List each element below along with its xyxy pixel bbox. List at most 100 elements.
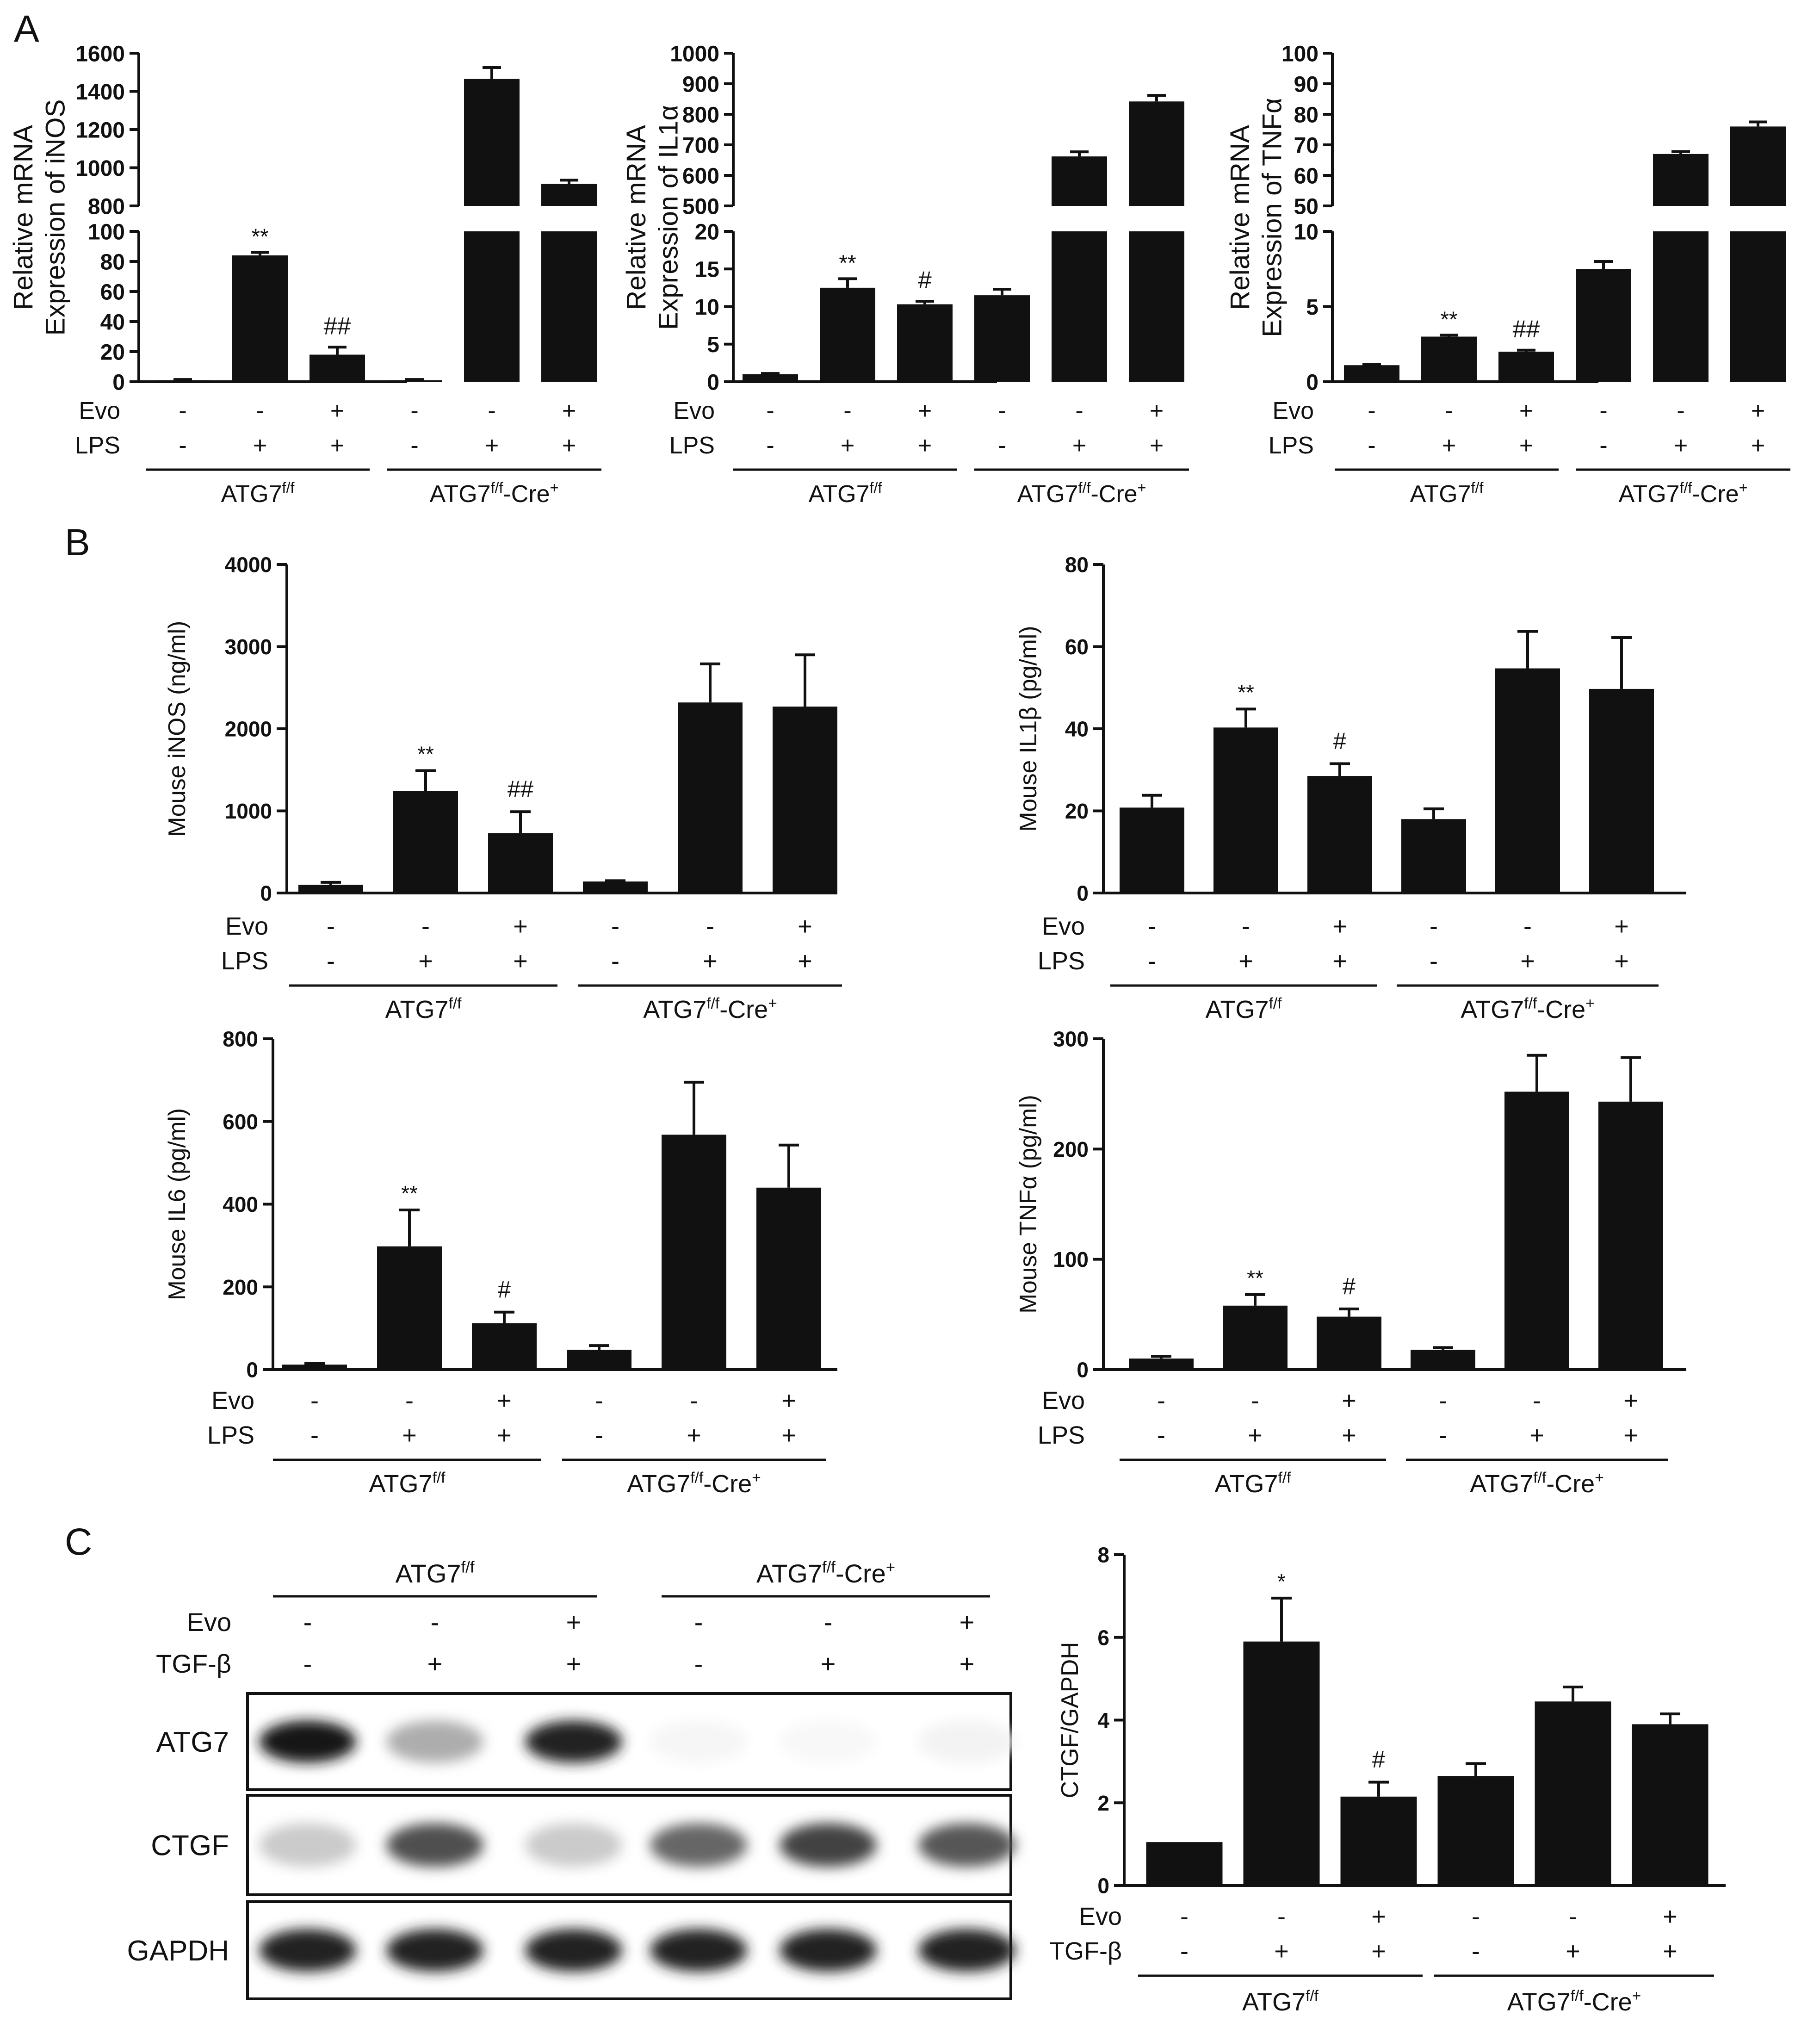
blot-band bbox=[780, 1720, 877, 1763]
panel-b-chart-2-bar bbox=[1495, 668, 1560, 893]
panel-b-chart-3-bar bbox=[472, 1323, 537, 1370]
panel-b-chart-4-bar bbox=[1317, 1316, 1381, 1370]
panel-a-chart-1-y-tick-label: 1000 bbox=[75, 156, 125, 181]
blot-evo-sign: - bbox=[694, 1607, 703, 1637]
blot-evo-label: Evo bbox=[187, 1607, 232, 1637]
panel-b-chart-3-evo-sign: - bbox=[595, 1387, 603, 1414]
panel-b-chart-1-stim-sign: - bbox=[327, 947, 335, 975]
panel-a-chart-3-bar bbox=[1730, 126, 1786, 206]
panel-a-chart-1-bar-lower bbox=[541, 231, 597, 382]
panel-a-chart-2-stim-sign: - bbox=[998, 432, 1006, 459]
panel-b-chart-1-stim-sign: + bbox=[513, 947, 528, 975]
panel-a-chart-2-y-axis-label: Relative mRNA bbox=[621, 125, 651, 310]
panel-b-chart-4-bar bbox=[1223, 1305, 1288, 1370]
panel-a-chart-2-significance-marker: # bbox=[918, 267, 932, 294]
panel-a-chart-3-y-tick-label: 70 bbox=[1294, 133, 1319, 158]
panel-a-chart-2-stim-label: LPS bbox=[669, 432, 715, 459]
panel-b-chart-2-evo-sign: + bbox=[1332, 912, 1347, 940]
panel-b-chart-3-bar bbox=[567, 1350, 631, 1370]
panel-b-chart-1-stim-label: LPS bbox=[221, 947, 268, 975]
panel-b-chart-3-evo-sign: - bbox=[310, 1387, 319, 1414]
panel-a-chart-1-y-axis-label: Expression of iNOS bbox=[41, 99, 71, 336]
panel-a-chart-1-y-tick-label: 100 bbox=[88, 220, 125, 244]
blot-row-label: ATG7 bbox=[156, 1726, 229, 1758]
panel-a-chart-3-bar bbox=[1344, 365, 1399, 382]
blot-row-label: GAPDH bbox=[127, 1935, 229, 1967]
panel-c-chart-y-tick-label: 2 bbox=[1097, 1791, 1109, 1815]
panel-b-chart-4-group-label-1: ATG7f/f-Cre+ bbox=[1470, 1469, 1603, 1498]
panel-a-chart-3-evo-sign: - bbox=[1677, 397, 1684, 424]
blot-band bbox=[918, 1929, 1015, 1972]
panel-c-chart-evo-sign: - bbox=[1180, 1903, 1189, 1930]
panel-a-chart-2-evo-sign: - bbox=[1075, 397, 1083, 424]
panel-b-chart-1-significance-marker: ## bbox=[508, 775, 533, 802]
panel-a-chart-3-significance-marker: ** bbox=[1440, 307, 1457, 332]
panel-a-chart-2-y-tick-label: 900 bbox=[682, 72, 719, 97]
panel-c-chart-evo-sign: + bbox=[1663, 1903, 1678, 1930]
panel-b-chart-2-evo-label: Evo bbox=[1042, 912, 1085, 940]
panel-b-chart-4-evo-sign: - bbox=[1157, 1387, 1165, 1414]
panel-a-chart-1-y-tick-label: 20 bbox=[100, 340, 125, 365]
panel-b-chart-3-y-tick-label: 200 bbox=[223, 1275, 258, 1299]
panel-c-chart-stim-label: TGF-β bbox=[1049, 1937, 1122, 1965]
panel-b-chart-2-stim-sign: + bbox=[1332, 947, 1347, 975]
panel-a-chart-2-evo-sign: + bbox=[918, 397, 932, 424]
panel-b-chart-1-stim-sign: + bbox=[798, 947, 812, 975]
panel-a-chart-1-bar bbox=[464, 79, 520, 206]
panel-b-chart-2-y-tick-label: 20 bbox=[1065, 799, 1089, 823]
panel-a-chart-1-stim-sign: + bbox=[253, 432, 267, 459]
panel-c-chart-y-tick-label: 0 bbox=[1097, 1874, 1109, 1898]
panel-c-chart-y-tick-label: 8 bbox=[1097, 1543, 1109, 1567]
blot-stim-sign: + bbox=[821, 1649, 836, 1678]
panel-b-chart-1-significance-marker: ** bbox=[417, 742, 434, 766]
blot-evo-sign: + bbox=[960, 1607, 975, 1637]
panel-a-chart-3-bar bbox=[1421, 336, 1477, 382]
panel-a-chart-2-stim-sign: + bbox=[918, 432, 932, 459]
panel-a-chart-2-y-tick-label: 0 bbox=[707, 370, 719, 395]
panel-b-chart-3-bar bbox=[282, 1365, 347, 1370]
panel-b-chart-3-y-tick-label: 400 bbox=[223, 1192, 258, 1216]
panel-a-chart-2-y-tick-label: 500 bbox=[682, 194, 719, 219]
panel-a-chart-2-significance-marker: ** bbox=[839, 251, 856, 275]
panel-a-chart-2-bar bbox=[820, 287, 875, 382]
panel-a-chart-2-y-tick-label: 700 bbox=[682, 133, 719, 158]
panel-a-chart-3-stim-sign: + bbox=[1751, 432, 1765, 459]
panel-a-chart-1-evo-sign: - bbox=[410, 397, 418, 424]
panel-b-chart-3-bar bbox=[756, 1187, 821, 1370]
panel-b-chart-1-y-tick-label: 1000 bbox=[225, 799, 272, 823]
panel-b-chart-1-evo-sign: + bbox=[798, 912, 812, 940]
panel-a-chart-2-evo-label: Evo bbox=[673, 397, 715, 424]
panel-a-chart-1-group-label-1: ATG7f/f-Cre+ bbox=[430, 479, 559, 508]
panel-b-chart-4-significance-marker: ** bbox=[1247, 1266, 1263, 1290]
panel-a-chart-2-y-axis-label: Expression of IL1α bbox=[654, 105, 684, 330]
panel-a-chart-1-evo-sign: + bbox=[330, 397, 344, 424]
blot-band bbox=[259, 1929, 356, 1972]
panel-b-chart-1-group-label-1: ATG7f/f-Cre+ bbox=[643, 995, 777, 1023]
panel-b-chart-1-stim-sign: + bbox=[418, 947, 433, 975]
panel-c-chart-stim-sign: - bbox=[1472, 1937, 1480, 1965]
panel-a-chart-1-bar bbox=[387, 380, 442, 382]
panel-a-chart-3-y-tick-label: 60 bbox=[1294, 164, 1319, 188]
panel-b-chart-4-stim-sign: + bbox=[1623, 1421, 1638, 1449]
blot-strip-gapdh bbox=[246, 1900, 1012, 2000]
panel-a-chart-3-bar bbox=[1653, 154, 1709, 206]
panel-b-chart-4-stim-sign: + bbox=[1342, 1421, 1356, 1449]
panel-b-chart-4-bar bbox=[1129, 1358, 1194, 1370]
panel-a-chart-2-evo-sign: - bbox=[766, 397, 774, 424]
blot-band bbox=[780, 1929, 877, 1972]
blot-stim-sign: - bbox=[694, 1649, 703, 1678]
panel-b-chart-2-evo-sign: - bbox=[1523, 912, 1532, 940]
panel-a-chart-2-y-tick-label: 5 bbox=[707, 333, 719, 357]
panel-a-chart-1-y-axis-label: Relative mRNA bbox=[8, 125, 38, 310]
panel-a-chart-3-stim-sign: + bbox=[1519, 432, 1533, 459]
blot-band bbox=[525, 1823, 622, 1867]
panel-b-chart-4-bar bbox=[1504, 1092, 1569, 1370]
panel-b-chart-3-stim-sign: + bbox=[781, 1421, 796, 1449]
panel-c-chart-bar bbox=[1437, 1776, 1514, 1886]
panel-c-chart-group-label-0: ATG7f/f bbox=[1242, 1987, 1319, 2016]
panel-a-chart-1-stim-label: LPS bbox=[75, 432, 120, 459]
blot-band bbox=[918, 1720, 1015, 1763]
panel-b-chart-3-stim-sign: + bbox=[497, 1421, 512, 1449]
panel-a-chart-2-stim-sign: + bbox=[841, 432, 854, 459]
